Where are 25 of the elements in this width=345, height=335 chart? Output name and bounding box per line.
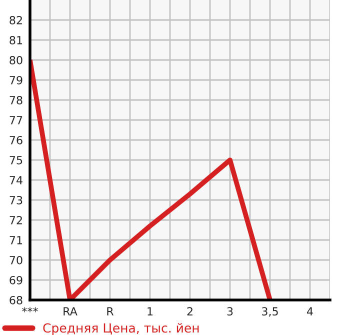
x-tick-label: 2 — [187, 307, 192, 316]
y-tick-label: 80 — [10, 56, 22, 64]
y-tick-label: 73 — [10, 196, 22, 204]
y-tick-label: 78 — [10, 96, 22, 104]
y-tick-label: 82 — [10, 16, 22, 24]
y-tick-label: 77 — [10, 116, 22, 124]
y-tick-label: 75 — [10, 156, 22, 164]
y-tick-label: 68 — [10, 296, 22, 304]
x-tick-label: R — [107, 307, 114, 316]
x-tick-label: 3,5 — [262, 307, 278, 317]
y-tick-label: 70 — [10, 256, 22, 264]
y-tick-label: 79 — [10, 76, 22, 84]
x-tick-label: 3 — [227, 307, 233, 316]
y-tick-label: 74 — [10, 176, 22, 184]
legend-label: Средняя Цена, тыс. йен — [43, 323, 199, 335]
y-tick-label: 71 — [10, 236, 22, 244]
x-tick-label: *** — [22, 307, 38, 312]
y-tick-label: 81 — [10, 36, 22, 44]
x-tick-label: RA — [64, 307, 78, 316]
y-tick-label: 69 — [10, 276, 22, 284]
y-tick-label: 72 — [10, 216, 22, 224]
x-tick-label: 4 — [307, 307, 313, 316]
y-tick-label: 76 — [10, 136, 22, 144]
x-tick-label: 1 — [148, 307, 153, 316]
line-series — [30, 58, 272, 300]
